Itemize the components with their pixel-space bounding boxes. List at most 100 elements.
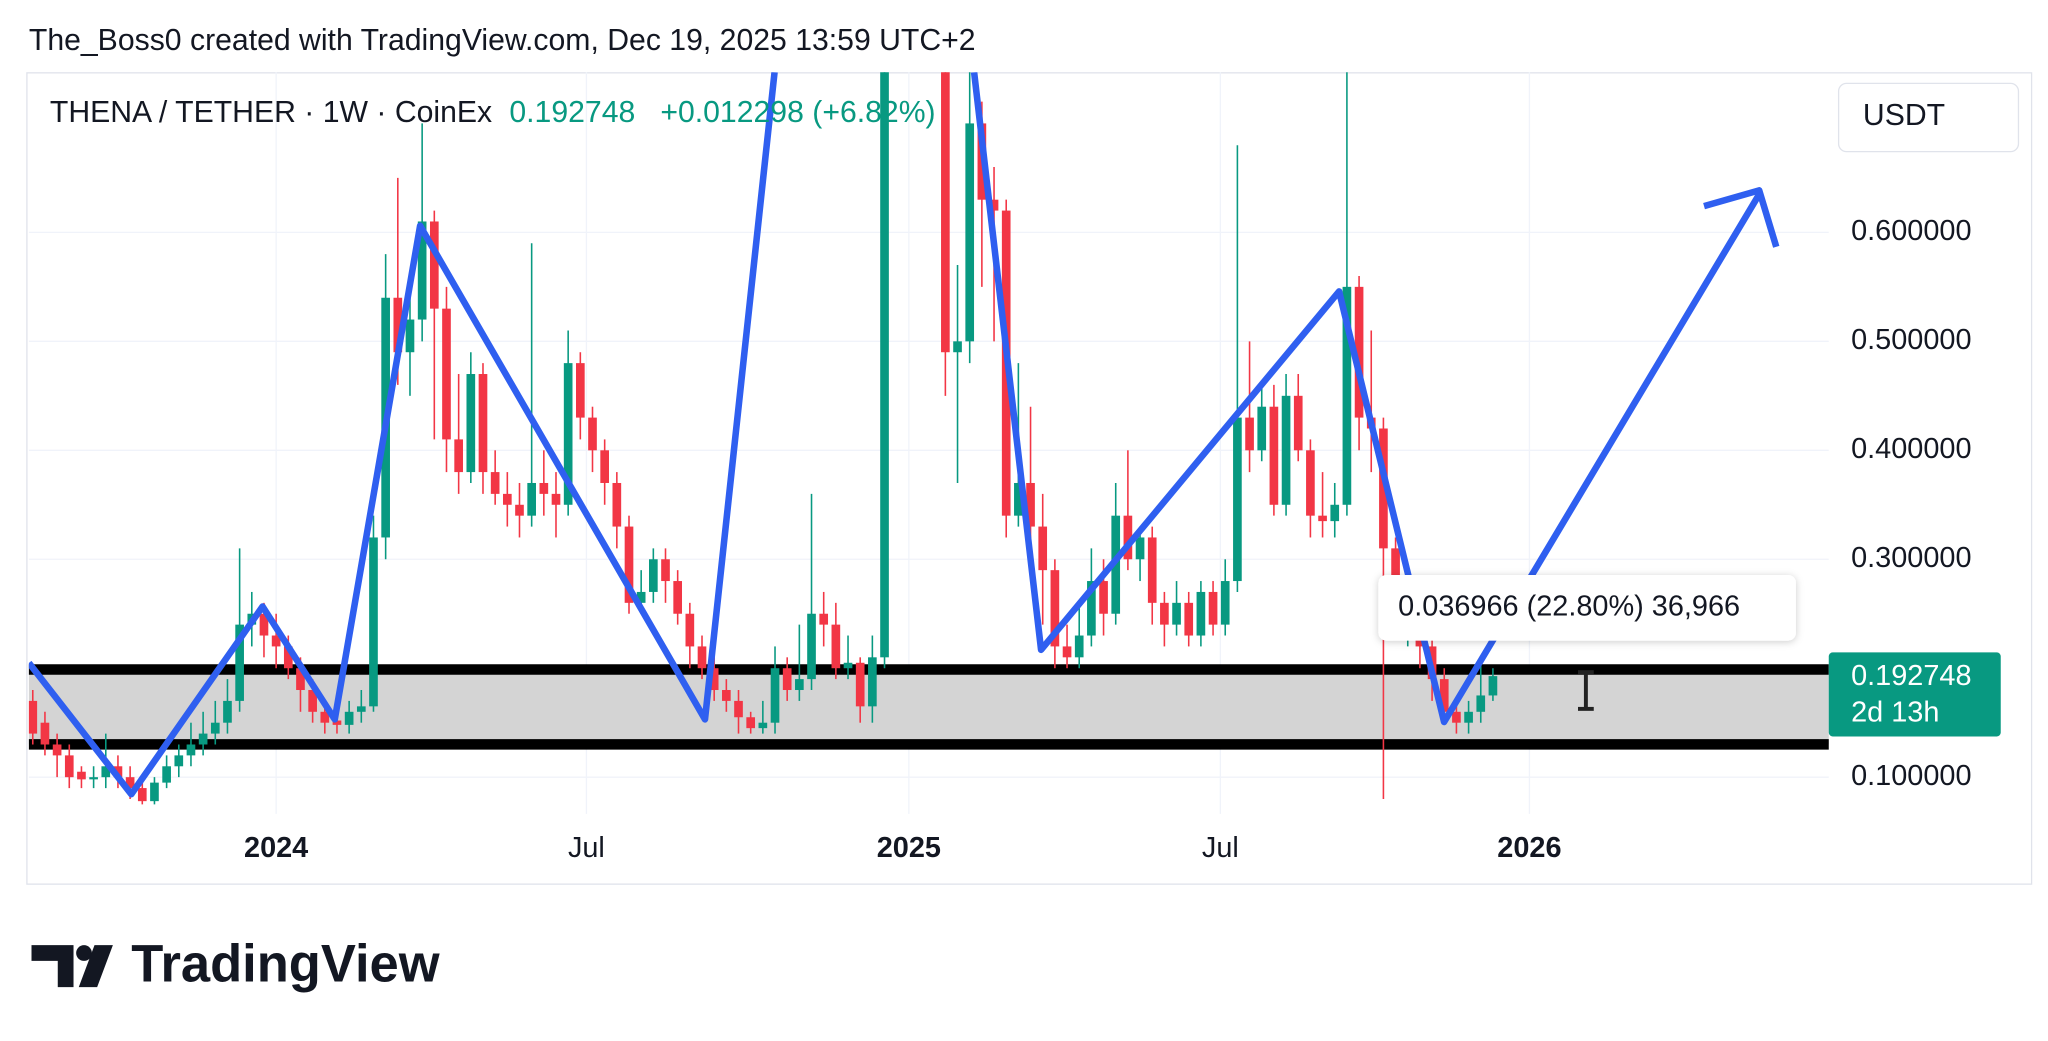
candle-body — [770, 668, 780, 723]
chart-frame — [26, 72, 2033, 885]
candle-body — [150, 782, 159, 802]
candle-body — [1439, 679, 1449, 712]
price-label — [1828, 652, 2001, 737]
candle-body — [320, 711, 330, 723]
candle-body — [405, 319, 415, 353]
candle-body — [174, 755, 184, 767]
candles — [28, 72, 1498, 805]
candle-body — [40, 722, 50, 745]
candle-body — [965, 123, 975, 342]
candle-body — [271, 635, 281, 647]
axes: 0.100000 0.300000 0.400000 0.500000 0.600000… — [244, 215, 1972, 864]
candle-body — [1196, 591, 1206, 636]
candle-body — [52, 744, 62, 756]
x-tick-label: Jul — [568, 832, 605, 864]
candle-body — [612, 482, 622, 527]
candle-body — [1123, 515, 1133, 560]
price-label-value: 0.192748 — [1851, 660, 1971, 692]
candle-body — [296, 668, 305, 691]
candle-body — [1281, 395, 1291, 505]
candle-body — [855, 662, 865, 707]
candle-body — [1488, 676, 1498, 696]
candle-body — [223, 700, 232, 723]
candle-body — [454, 439, 463, 473]
candle-body — [1293, 395, 1303, 451]
candle-body — [575, 363, 585, 418]
candle-body — [1269, 406, 1279, 505]
y-tick-label: 0.500000 — [1851, 324, 1971, 356]
candle-body — [308, 690, 317, 712]
candle-body — [527, 482, 536, 516]
x-tick-label: 2024 — [244, 832, 308, 864]
candle-body — [515, 504, 524, 516]
candle-body — [989, 199, 999, 211]
candle-body — [28, 700, 38, 734]
candle-body — [953, 341, 962, 353]
y-tick-label: 0.100000 — [1851, 760, 1971, 792]
candle-body — [746, 717, 756, 729]
candle-body — [356, 706, 366, 712]
candle-body — [283, 646, 293, 669]
legend-price: 0.192748 — [509, 96, 635, 129]
candle-body — [758, 722, 768, 729]
header: The_Boss0 created with TradingView.com, … — [29, 24, 976, 57]
grid — [28, 72, 1829, 814]
candle-body — [685, 613, 695, 647]
candle-body — [502, 493, 512, 505]
candle-body — [332, 720, 342, 725]
candle-body — [89, 777, 98, 780]
currency: USDT — [1863, 99, 1945, 132]
candle-body — [113, 766, 123, 778]
logo: TradingView — [131, 934, 439, 993]
legend-change: +0.012298 (+6.82%) — [660, 96, 935, 129]
measure-tooltip — [1378, 574, 1796, 641]
candle-body — [442, 308, 451, 440]
candle-body — [1074, 635, 1084, 658]
candle-body — [1452, 711, 1461, 723]
candle-body — [1147, 537, 1157, 603]
candle-body — [1172, 602, 1181, 625]
candle-body — [1354, 286, 1364, 418]
candle-body — [941, 72, 950, 353]
candle-body — [162, 766, 171, 783]
candle-body — [539, 482, 549, 494]
candle-body — [831, 624, 841, 669]
candle-body — [795, 679, 804, 691]
candle-body — [843, 662, 853, 669]
candle-body — [1184, 602, 1194, 636]
candle-body — [1160, 602, 1169, 625]
candle-body — [186, 744, 196, 756]
candle-body — [344, 711, 354, 725]
currency-box[interactable] — [1837, 82, 2020, 153]
candle-body — [868, 657, 877, 707]
candle-body — [417, 221, 427, 320]
candle-body — [697, 646, 707, 669]
candle-body — [661, 559, 670, 582]
candle-body — [490, 472, 500, 494]
candle-body — [734, 700, 743, 718]
candle-body — [1318, 515, 1327, 522]
arrow-head — [1703, 187, 1780, 248]
candle-body — [551, 493, 561, 505]
candle-body — [77, 771, 86, 780]
candle-body — [1379, 428, 1388, 549]
candle-body — [1342, 286, 1352, 505]
symbol: THENA / TETHER · 1W · CoinEx — [50, 96, 492, 129]
candle-body — [1220, 581, 1230, 625]
candle-body — [1257, 406, 1267, 451]
candle-body — [1050, 570, 1060, 647]
candle-body — [393, 297, 403, 353]
cursor — [1578, 670, 1594, 711]
candle-body — [125, 777, 135, 789]
candle-body — [1026, 482, 1035, 527]
candle-body — [137, 788, 147, 802]
candle-body — [636, 591, 646, 603]
candle-body — [1038, 526, 1048, 571]
candle-body — [649, 559, 658, 592]
candle-body — [624, 526, 634, 603]
candle-body — [1476, 695, 1486, 712]
candle-body — [1062, 646, 1072, 658]
candle-body — [1087, 581, 1096, 636]
candle-body — [1330, 504, 1340, 522]
